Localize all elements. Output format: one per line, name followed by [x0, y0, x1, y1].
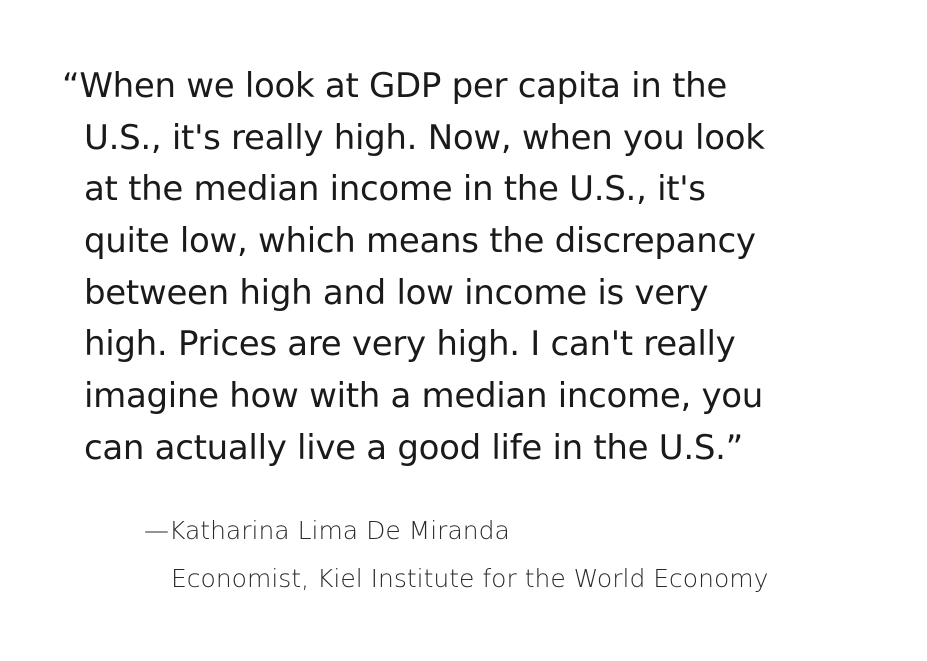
attribution-name: —Katharina Lima De Miranda — [144, 516, 510, 545]
attribution-title: Economist, Kiel Institute for the World … — [171, 564, 769, 593]
quote-line-4: quite low, which means the discrepancy — [84, 221, 756, 261]
quote-line-7: imagine how with a median income, you — [84, 376, 764, 416]
quote-line-8: can actually live a good life in the U.S… — [84, 428, 744, 468]
quote-line-3: at the median income in the U.S., it's — [84, 169, 706, 209]
quote-line-2: U.S., it's really high. Now, when you lo… — [84, 118, 765, 158]
quote-line-6: high. Prices are very high. I can't real… — [84, 324, 736, 364]
quote-line-1: “When we look at GDP per capita in the — [62, 66, 727, 106]
quote-line-5: between high and low income is very — [84, 273, 709, 313]
